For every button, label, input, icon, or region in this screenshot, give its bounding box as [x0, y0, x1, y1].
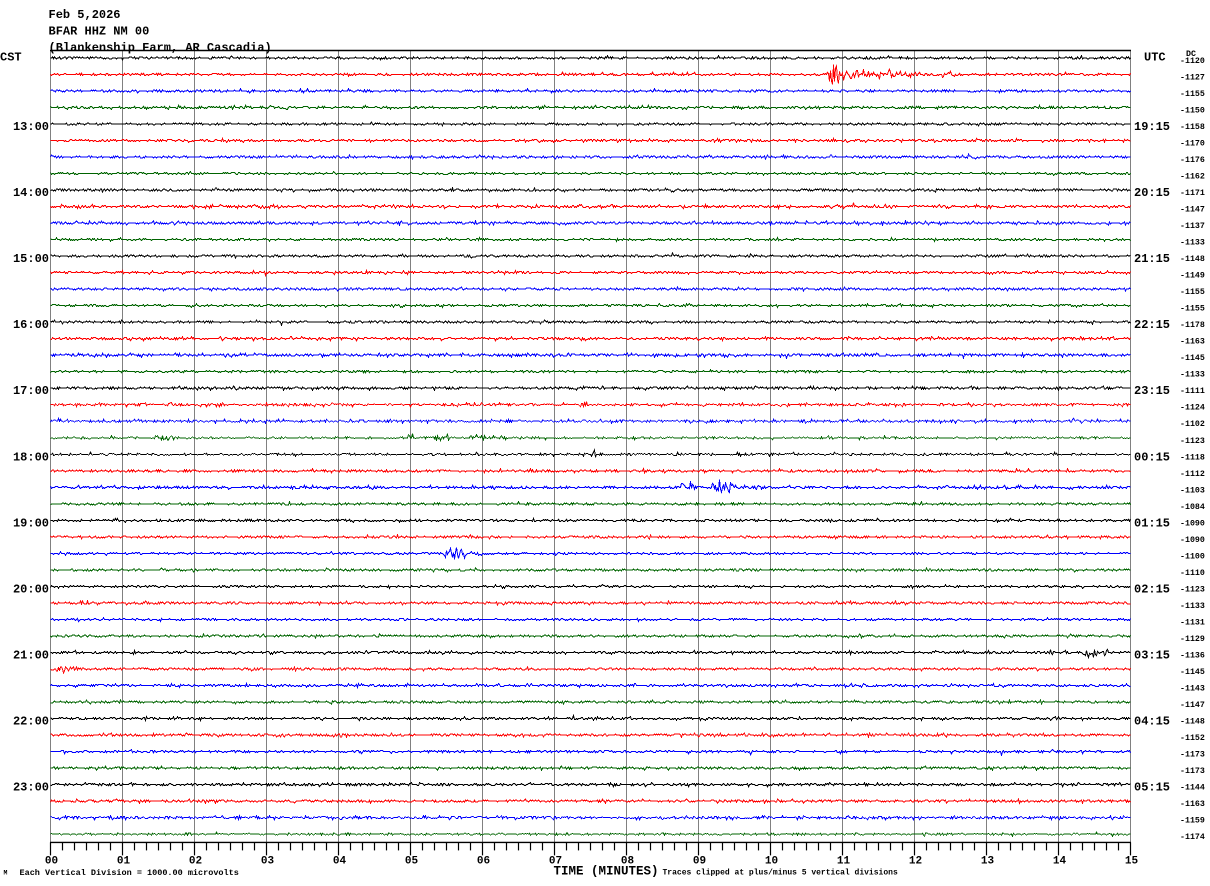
svg-text:Traces clipped at plus/minus 5: Traces clipped at plus/minus 5 vertical … — [663, 869, 898, 878]
svg-text:10: 10 — [765, 856, 778, 868]
svg-text:-1149: -1149 — [1180, 272, 1205, 281]
svg-text:-1163: -1163 — [1180, 338, 1205, 347]
svg-text:08: 08 — [621, 856, 635, 868]
svg-text:-1133: -1133 — [1180, 371, 1205, 380]
svg-text:-1163: -1163 — [1180, 800, 1205, 809]
svg-text:-1111: -1111 — [1180, 387, 1205, 396]
svg-text:-1170: -1170 — [1180, 139, 1205, 148]
svg-text:-1123: -1123 — [1180, 585, 1205, 594]
svg-text:11: 11 — [837, 856, 851, 868]
svg-text:-1162: -1162 — [1180, 172, 1205, 181]
svg-text:17:00: 17:00 — [13, 384, 49, 398]
svg-text:14: 14 — [1053, 856, 1067, 868]
svg-text:03:15: 03:15 — [1134, 649, 1170, 663]
svg-text:-1090: -1090 — [1180, 519, 1205, 528]
svg-text:-1133: -1133 — [1180, 239, 1205, 248]
svg-text:(Blankenship Farm, AR Cascadia: (Blankenship Farm, AR Cascadia) — [49, 41, 272, 55]
svg-text:-1155: -1155 — [1180, 90, 1205, 99]
svg-text:00:15: 00:15 — [1134, 450, 1170, 464]
svg-text:Feb 5,2026: Feb 5,2026 — [49, 8, 121, 22]
svg-text:-1155: -1155 — [1180, 305, 1205, 314]
svg-text:02:15: 02:15 — [1134, 582, 1170, 596]
svg-text:-1112: -1112 — [1180, 470, 1205, 479]
svg-text:-1131: -1131 — [1180, 618, 1205, 627]
svg-text:-1159: -1159 — [1180, 817, 1205, 826]
svg-text:09: 09 — [693, 856, 706, 868]
svg-text:20:15: 20:15 — [1134, 186, 1170, 200]
svg-text:06: 06 — [477, 856, 490, 868]
svg-text:-1137: -1137 — [1180, 222, 1205, 231]
svg-text:UTC: UTC — [1144, 51, 1166, 65]
svg-text:15:00: 15:00 — [13, 252, 49, 266]
svg-text:-1084: -1084 — [1180, 503, 1205, 512]
svg-text:-1136: -1136 — [1180, 652, 1205, 661]
svg-text:-1174: -1174 — [1180, 833, 1205, 842]
svg-text:-1110: -1110 — [1180, 569, 1205, 578]
svg-text:13: 13 — [981, 856, 995, 868]
svg-text:CST: CST — [0, 51, 22, 65]
svg-text:-1100: -1100 — [1180, 552, 1205, 561]
svg-text:04: 04 — [333, 856, 347, 868]
svg-text:-1147: -1147 — [1180, 701, 1205, 710]
svg-text:-1150: -1150 — [1180, 106, 1205, 115]
svg-text:20:00: 20:00 — [13, 582, 49, 596]
svg-text:16:00: 16:00 — [13, 318, 49, 332]
svg-text:TIME (MINUTES): TIME (MINUTES) — [554, 865, 659, 879]
svg-text:-1120: -1120 — [1180, 57, 1205, 66]
svg-text:22:00: 22:00 — [13, 715, 49, 729]
svg-text:21:00: 21:00 — [13, 649, 49, 663]
svg-text:01: 01 — [117, 856, 131, 868]
svg-text:-1178: -1178 — [1180, 321, 1205, 330]
svg-text:14:00: 14:00 — [13, 186, 49, 200]
svg-text:-1171: -1171 — [1180, 189, 1205, 198]
svg-text:15: 15 — [1125, 856, 1139, 868]
svg-text:-1133: -1133 — [1180, 602, 1205, 611]
svg-text:18:00: 18:00 — [13, 450, 49, 464]
svg-text:M: M — [4, 870, 8, 877]
svg-text:-1152: -1152 — [1180, 734, 1205, 743]
svg-text:-1148: -1148 — [1180, 255, 1205, 264]
svg-text:13:00: 13:00 — [13, 120, 49, 134]
svg-text:DC: DC — [1186, 50, 1196, 59]
svg-text:05: 05 — [405, 856, 419, 868]
svg-text:-1143: -1143 — [1180, 685, 1205, 694]
svg-text:01:15: 01:15 — [1134, 516, 1170, 530]
svg-text:-1123: -1123 — [1180, 437, 1205, 446]
svg-text:-1144: -1144 — [1180, 784, 1205, 793]
svg-text:00: 00 — [45, 856, 58, 868]
svg-text:-1127: -1127 — [1180, 73, 1205, 82]
svg-text:BFAR HHZ NM 00: BFAR HHZ NM 00 — [49, 25, 150, 39]
svg-text:-1145: -1145 — [1180, 668, 1205, 677]
svg-text:22:15: 22:15 — [1134, 318, 1170, 332]
svg-text:-1118: -1118 — [1180, 453, 1205, 462]
svg-text:19:15: 19:15 — [1134, 120, 1170, 134]
svg-text:-1124: -1124 — [1180, 404, 1205, 413]
svg-text:03: 03 — [261, 856, 275, 868]
svg-text:02: 02 — [189, 856, 202, 868]
svg-text:-1173: -1173 — [1180, 751, 1205, 760]
svg-text:-1155: -1155 — [1180, 288, 1205, 297]
svg-text:-1090: -1090 — [1180, 536, 1205, 545]
svg-text:-1158: -1158 — [1180, 123, 1205, 132]
svg-text:-1145: -1145 — [1180, 354, 1205, 363]
svg-text:07: 07 — [549, 856, 562, 868]
svg-text:-1102: -1102 — [1180, 420, 1205, 429]
svg-text:19:00: 19:00 — [13, 516, 49, 530]
svg-text:-1103: -1103 — [1180, 486, 1205, 495]
svg-text:23:15: 23:15 — [1134, 384, 1170, 398]
svg-text:21:15: 21:15 — [1134, 252, 1170, 266]
svg-text:-1176: -1176 — [1180, 156, 1205, 165]
svg-text:-1148: -1148 — [1180, 718, 1205, 727]
svg-text:05:15: 05:15 — [1134, 781, 1170, 795]
svg-text:-1129: -1129 — [1180, 635, 1205, 644]
svg-text:12: 12 — [909, 856, 922, 868]
svg-text:-1147: -1147 — [1180, 205, 1205, 214]
svg-text:Each Vertical Division = 1000.: Each Vertical Division = 1000.00 microvo… — [20, 868, 239, 878]
svg-text:-1173: -1173 — [1180, 767, 1205, 776]
svg-text:23:00: 23:00 — [13, 781, 49, 795]
svg-text:04:15: 04:15 — [1134, 715, 1170, 729]
